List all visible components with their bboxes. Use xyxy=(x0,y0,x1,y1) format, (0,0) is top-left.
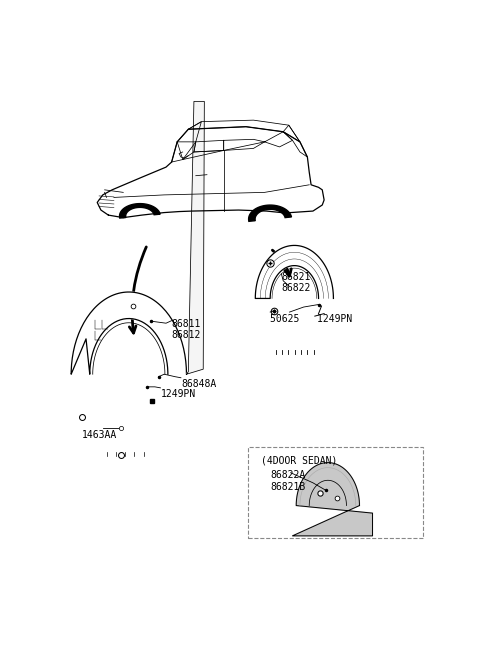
Text: 86848A: 86848A xyxy=(181,379,216,389)
Text: 1249PN: 1249PN xyxy=(160,390,196,400)
Text: (4DOOR SEDAN): (4DOOR SEDAN) xyxy=(261,455,337,465)
Polygon shape xyxy=(172,121,202,162)
Polygon shape xyxy=(255,245,334,298)
Text: 86811
86812: 86811 86812 xyxy=(172,319,201,340)
Polygon shape xyxy=(186,102,204,374)
Polygon shape xyxy=(292,462,372,536)
Polygon shape xyxy=(71,292,186,374)
Text: 1463AA: 1463AA xyxy=(83,430,118,440)
Text: 50625   1249PN: 50625 1249PN xyxy=(270,314,352,323)
Text: 86821
86822: 86821 86822 xyxy=(281,272,311,293)
Bar xyxy=(248,447,423,539)
Text: 86822A
86821B: 86822A 86821B xyxy=(270,470,305,492)
Polygon shape xyxy=(264,132,292,147)
Polygon shape xyxy=(224,139,264,150)
Polygon shape xyxy=(188,120,300,142)
Polygon shape xyxy=(177,142,196,159)
Polygon shape xyxy=(120,203,160,218)
Polygon shape xyxy=(249,205,291,221)
Polygon shape xyxy=(283,125,307,157)
Polygon shape xyxy=(194,140,224,152)
